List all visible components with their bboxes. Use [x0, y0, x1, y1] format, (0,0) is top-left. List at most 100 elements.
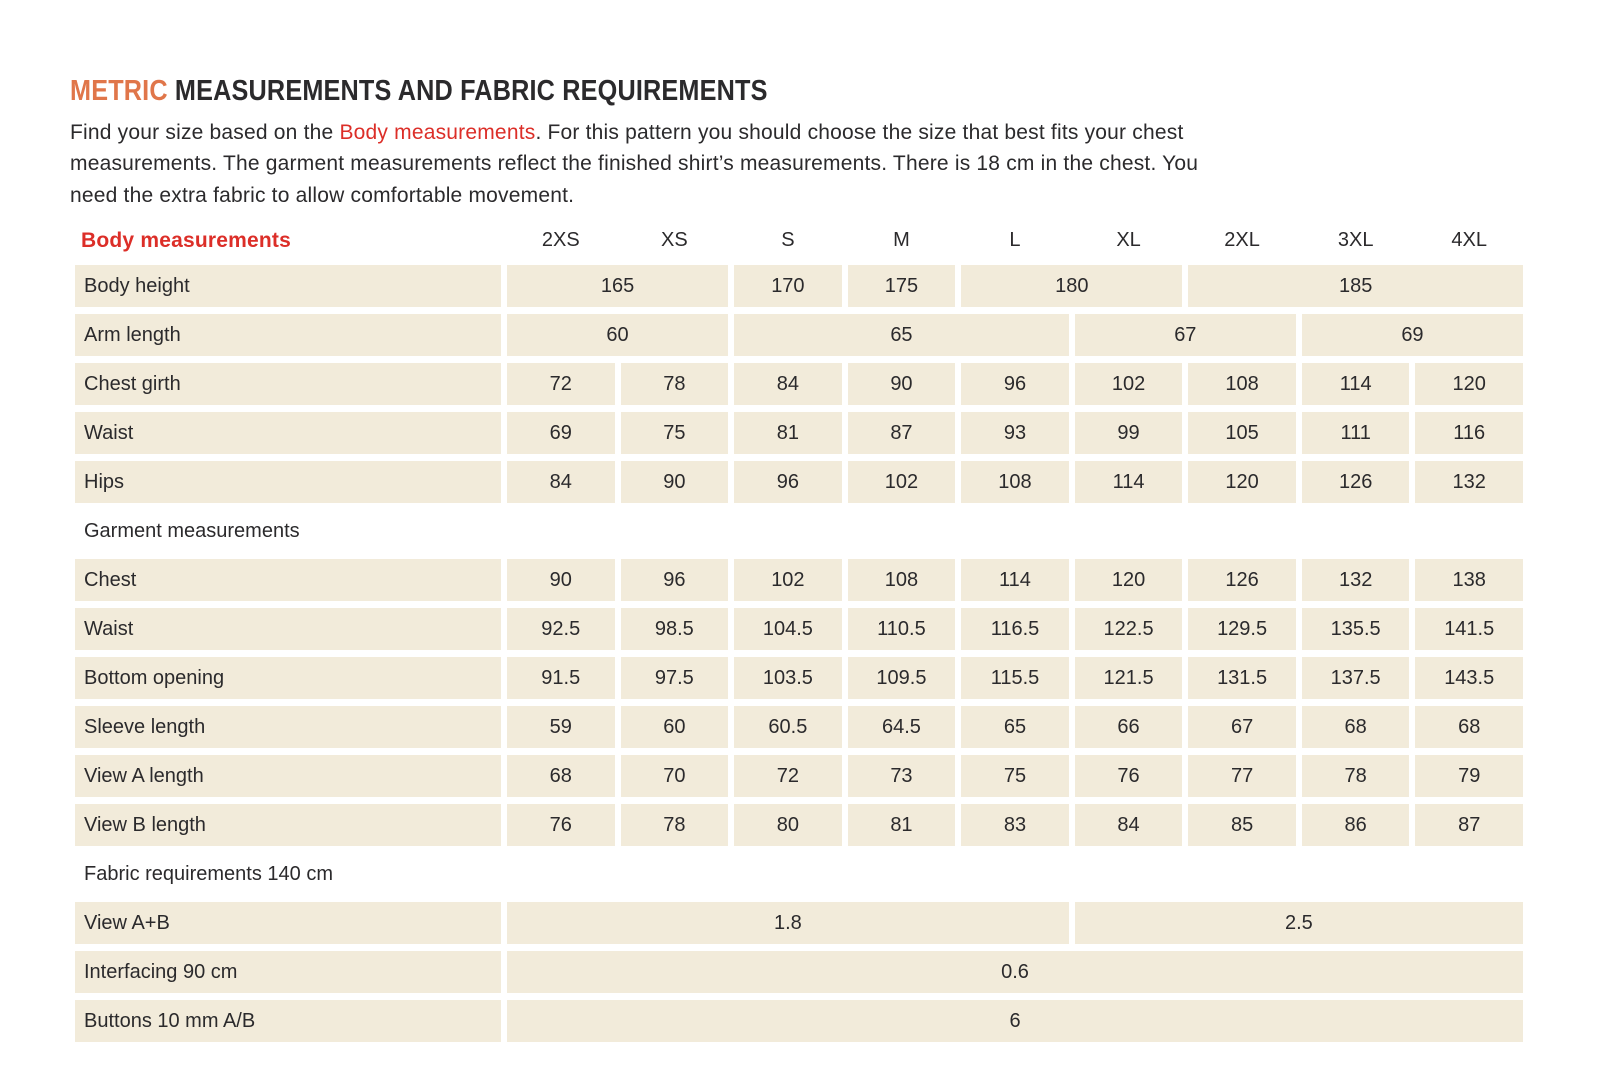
table-cell: 70	[620, 755, 729, 798]
table-cell: 81	[734, 412, 842, 455]
row-label: Chest	[75, 559, 501, 602]
table-cell: 67	[1074, 314, 1296, 357]
table-cell: 102	[847, 461, 956, 504]
table-cell: 129.5	[1188, 608, 1296, 651]
table-cell: 72	[507, 363, 615, 406]
table-cell: 64.5	[847, 706, 956, 749]
section-label: Fabric requirements 140 cm	[84, 862, 333, 885]
table-cell: 132	[1415, 461, 1523, 504]
table-cell: 126	[1301, 461, 1410, 504]
table-cell: 84	[1074, 804, 1183, 847]
table-cell: 77	[1188, 755, 1296, 798]
row-label: Bottom opening	[75, 657, 501, 700]
table-cell: 0.6	[507, 951, 1523, 994]
size-table-header-row: Body measurements 2XS XS S M L XL 2XL 3XL 4XL	[75, 229, 1523, 253]
table-cell: 67	[1188, 706, 1296, 749]
row-label: Hips	[75, 461, 501, 504]
table-cell: 86	[1301, 804, 1410, 847]
body-measurements-emphasis: Body measurements	[339, 120, 536, 144]
table-cell: 72	[734, 755, 842, 798]
table-cell: 180	[961, 265, 1183, 308]
table-cell: 114	[961, 559, 1069, 602]
table-cell: 65	[961, 706, 1069, 749]
table-cell: 60	[620, 706, 729, 749]
table-cell: 1.8	[507, 902, 1069, 945]
table-cell: 132	[1301, 559, 1410, 602]
size-column-header: S	[781, 229, 795, 252]
table-cell: 69	[1301, 314, 1523, 357]
table-cell: 109.5	[847, 657, 956, 700]
table-cell: 135.5	[1301, 608, 1410, 651]
row-label: Interfacing 90 cm	[75, 951, 501, 994]
table-cell: 96	[734, 461, 842, 504]
table-cell: 90	[507, 559, 615, 602]
title-highlight: METRIC	[70, 75, 168, 107]
table-cell: 102	[1074, 363, 1183, 406]
table-cell: 108	[961, 461, 1069, 504]
table-cell: 84	[734, 363, 842, 406]
row-label: Waist	[75, 608, 501, 651]
table-cell: 165	[507, 265, 729, 308]
table-cell: 122.5	[1074, 608, 1183, 651]
table-cell: 81	[847, 804, 956, 847]
size-column-header: M	[893, 229, 910, 252]
table-cell: 120	[1188, 461, 1296, 504]
table-cell: 66	[1074, 706, 1183, 749]
intro-line2: measurements. The garment measurements r…	[70, 152, 1199, 176]
section-label: Garment measurements	[84, 519, 300, 542]
table-cell: 126	[1188, 559, 1296, 602]
table-cell: 175	[847, 265, 956, 308]
table-cell: 115.5	[961, 657, 1069, 700]
size-column-header: L	[1009, 229, 1021, 252]
row-label: View A length	[75, 755, 501, 798]
page-title: METRIC MEASUREMENTS AND FABRIC REQUIREME…	[70, 75, 1600, 108]
table-cell: 138	[1415, 559, 1523, 602]
row-label: Buttons 10 mm A/B	[75, 1000, 501, 1043]
table-cell: 185	[1188, 265, 1523, 308]
table-cell: 76	[1074, 755, 1183, 798]
table-cell: 65	[734, 314, 1069, 357]
row-label: Waist	[75, 412, 501, 455]
table-cell: 84	[507, 461, 615, 504]
table-cell: 68	[1415, 706, 1523, 749]
table-cell: 79	[1415, 755, 1523, 798]
table-cell: 59	[507, 706, 615, 749]
size-column-header: XS	[660, 229, 688, 252]
table-cell: 91.5	[507, 657, 615, 700]
row-label: View B length	[75, 804, 501, 847]
table-cell: 83	[961, 804, 1069, 847]
pattern-instructions-page: METRIC MEASUREMENTS AND FABRIC REQUIREME…	[70, 75, 1600, 1043]
table-cell: 102	[734, 559, 842, 602]
table-cell: 78	[620, 804, 729, 847]
table-cell: 92.5	[507, 608, 615, 651]
table-cell: 110.5	[847, 608, 956, 651]
intro-line3: need the extra fabric to allow comfortab…	[70, 183, 575, 207]
table-cell: 68	[507, 755, 615, 798]
table-cell: 143.5	[1415, 657, 1523, 700]
size-column-header: 2XS	[541, 229, 580, 252]
intro-paragraph: Find your size based on the Body measure…	[70, 117, 1490, 212]
row-label: Chest girth	[75, 363, 501, 406]
row-label: Body height	[75, 265, 501, 308]
row-label: Arm length	[75, 314, 501, 357]
table-cell: 93	[961, 412, 1069, 455]
table-cell: 99	[1074, 412, 1183, 455]
table-cell: 97.5	[620, 657, 729, 700]
table-cell: 60.5	[734, 706, 842, 749]
table-cell: 75	[620, 412, 729, 455]
table-cell: 85	[1188, 804, 1296, 847]
table-cell: 116	[1415, 412, 1523, 455]
table-cell: 137.5	[1301, 657, 1410, 700]
table-cell: 69	[507, 412, 615, 455]
table-header-label: Body measurements	[81, 229, 291, 253]
table-cell: 2.5	[1074, 902, 1523, 945]
table-cell: 90	[620, 461, 729, 504]
table-cell: 78	[620, 363, 729, 406]
table-cell: 108	[1188, 363, 1296, 406]
table-cell: 114	[1074, 461, 1183, 504]
table-cell: 96	[961, 363, 1069, 406]
intro-line1-pre: Find your size based on the	[70, 120, 340, 144]
table-cell: 170	[734, 265, 842, 308]
table-cell: 76	[507, 804, 615, 847]
table-cell: 116.5	[961, 608, 1069, 651]
